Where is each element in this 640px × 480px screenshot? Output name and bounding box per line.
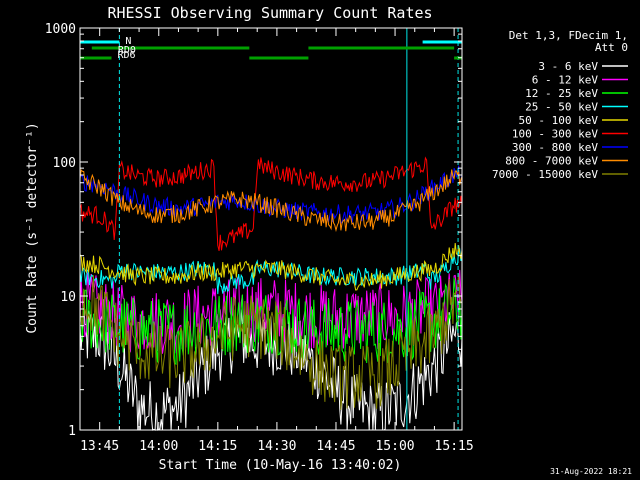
series-line-7000-15000-kev xyxy=(79,273,463,410)
series-line-50-100-kev xyxy=(79,243,463,291)
legend-label-7000-15000-kev: 7000 - 15000 keV xyxy=(492,168,598,181)
y-tick-label: 10 xyxy=(60,290,76,305)
series-line-100-300-kev xyxy=(79,156,463,252)
flag-label-rd0: RD0 xyxy=(118,45,136,56)
legend-label-3-6-kev: 3 - 6 keV xyxy=(538,60,598,73)
series-line-6-12-kev xyxy=(79,269,463,354)
y-tick-label: 1 xyxy=(68,424,76,439)
x-tick-label: 15:15 xyxy=(435,439,474,454)
marker-lines-group xyxy=(79,28,459,430)
y-axis-label: Count Rate (s⁻¹ detector⁻¹) xyxy=(25,122,40,333)
series-line-12-25-kev xyxy=(79,277,463,366)
chart-title: RHESSI Observing Summary Count Rates xyxy=(107,4,432,22)
legend-label-100-300-kev: 100 - 300 keV xyxy=(512,128,598,141)
x-axis-label: Start Time (10-May-16 13:40:02) xyxy=(159,458,402,473)
legend-label-12-25-kev: 12 - 25 keV xyxy=(525,87,598,100)
series-line-800-7000-kev xyxy=(79,169,463,233)
x-tick-label: 14:45 xyxy=(316,439,355,454)
plot-frame xyxy=(79,27,463,431)
legend-title-line-1: Det 1,3, FDecim 1, xyxy=(509,29,628,42)
x-tick-label: 14:30 xyxy=(257,439,296,454)
legend-label-50-100-kev: 50 - 100 keV xyxy=(519,114,599,127)
axes-group: 13:45 14:00 14:15 14:30 14:45 15:00 15:15 1 10 10… xyxy=(45,22,474,454)
x-tick-label: 14:15 xyxy=(198,439,237,454)
legend-title-line-2: Att 0 xyxy=(595,41,628,54)
series-group xyxy=(79,156,463,431)
legend-label-800-7000-kev: 800 - 7000 keV xyxy=(505,155,598,168)
legend-label-6-12-kev: 6 - 12 keV xyxy=(532,74,599,87)
y-tick-label: 1000 xyxy=(45,22,76,37)
legend-label-300-800-kev: 300 - 800 keV xyxy=(512,141,598,154)
x-tick-label: 14:00 xyxy=(139,439,178,454)
generated-timestamp: 31-Aug-2022 18:21 xyxy=(550,467,632,476)
x-tick-label: 15:00 xyxy=(375,439,414,454)
flag-label-rd6: RD6 xyxy=(118,50,136,61)
legend-label-25-50-kev: 25 - 50 keV xyxy=(525,101,598,114)
x-tick-label: 13:45 xyxy=(80,439,119,454)
y-tick-label: 100 xyxy=(53,156,76,171)
flag-label-n: N xyxy=(125,36,131,47)
